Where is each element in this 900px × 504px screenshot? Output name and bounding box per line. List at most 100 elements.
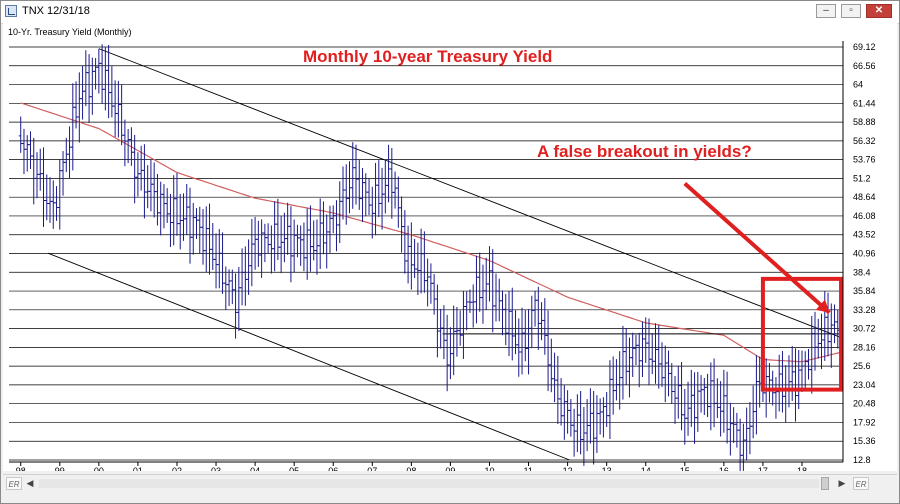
price-bar bbox=[386, 144, 391, 203]
y-tick-label: 61.44 bbox=[853, 98, 876, 108]
price-bar bbox=[324, 214, 329, 269]
annotation-layer bbox=[683, 182, 844, 392]
price-bar bbox=[552, 352, 557, 403]
price-bar bbox=[354, 144, 359, 205]
price-bar bbox=[581, 407, 586, 466]
price-bar bbox=[298, 225, 303, 266]
scroll-er-left[interactable]: ER bbox=[6, 477, 22, 490]
y-tick-label: 51.2 bbox=[853, 173, 871, 183]
price-bar bbox=[611, 356, 616, 415]
scroll-track[interactable] bbox=[39, 479, 819, 488]
price-bar bbox=[813, 311, 818, 371]
price-bar bbox=[389, 148, 394, 219]
price-bar bbox=[90, 57, 95, 115]
price-bar bbox=[178, 194, 183, 250]
price-bar bbox=[184, 184, 189, 235]
chart-app-icon bbox=[5, 5, 17, 17]
price-bar bbox=[715, 378, 720, 419]
price-bar bbox=[243, 246, 248, 306]
price-bar bbox=[546, 310, 551, 392]
price-bar bbox=[601, 397, 606, 438]
y-tick-label: 56.32 bbox=[853, 136, 876, 146]
x-tick-label: 02 bbox=[172, 466, 182, 471]
price-bar bbox=[747, 402, 752, 455]
price-bar bbox=[796, 350, 801, 409]
price-bar bbox=[660, 342, 665, 387]
price-bar bbox=[422, 231, 427, 293]
price-bar bbox=[135, 152, 140, 197]
grid-layer bbox=[9, 46, 843, 461]
price-bar bbox=[458, 310, 463, 346]
price-bar bbox=[357, 159, 362, 210]
scroll-er-right[interactable]: ER bbox=[853, 477, 869, 490]
price-bar bbox=[741, 423, 746, 471]
price-bar bbox=[34, 152, 39, 199]
axis-layer: 69.12 66.56 64 61.44 58.88 56.32 53.76 51.2 48.6… bbox=[9, 41, 876, 471]
y-tick-label: 46.08 bbox=[853, 211, 876, 221]
price-bar bbox=[311, 220, 316, 261]
price-bar bbox=[116, 80, 121, 138]
close-button[interactable]: ✕ bbox=[866, 4, 892, 18]
minimize-button[interactable]: – bbox=[816, 4, 836, 18]
price-bar bbox=[51, 180, 56, 229]
price-bar bbox=[145, 165, 150, 209]
price-bar bbox=[100, 44, 105, 105]
price-bar bbox=[731, 407, 736, 444]
x-tick-label: 12 bbox=[563, 466, 573, 471]
price-bar bbox=[702, 378, 707, 415]
price-bar bbox=[223, 266, 228, 310]
y-tick-label: 15.36 bbox=[853, 436, 876, 446]
price-bar bbox=[275, 198, 280, 261]
price-bar bbox=[80, 66, 85, 120]
price-bar bbox=[640, 321, 645, 377]
price-bar bbox=[542, 298, 547, 355]
price-bar bbox=[96, 48, 101, 94]
price-bar bbox=[87, 54, 92, 124]
price-bar bbox=[461, 290, 466, 359]
price-bar bbox=[464, 291, 469, 331]
annotation-arrowhead bbox=[815, 299, 830, 313]
horizontal-scrollbar[interactable]: ER ◀ ▶ ER bbox=[3, 474, 897, 493]
price-bar bbox=[549, 338, 554, 393]
maximize-button[interactable]: ▫ bbox=[841, 4, 861, 18]
price-bar bbox=[806, 349, 811, 380]
scroll-right-arrow-icon[interactable]: ▶ bbox=[838, 478, 846, 488]
price-bar bbox=[262, 223, 267, 263]
title-bar[interactable]: TNX 12/31/18 – ▫ ✕ bbox=[1, 1, 899, 24]
price-bar bbox=[679, 362, 684, 431]
y-tick-label: 53.76 bbox=[853, 155, 876, 165]
price-bar bbox=[220, 232, 225, 294]
chart-area[interactable]: 69.12 66.56 64 61.44 58.88 56.32 53.76 51.2 48.6… bbox=[3, 23, 897, 471]
price-bar bbox=[572, 408, 577, 457]
y-tick-label: 43.52 bbox=[853, 230, 876, 240]
scroll-thumb[interactable] bbox=[821, 477, 829, 490]
price-bar bbox=[132, 134, 137, 204]
price-bar bbox=[510, 287, 515, 361]
price-bar bbox=[624, 328, 629, 385]
price-bar bbox=[799, 350, 804, 393]
scroll-left-arrow-icon[interactable]: ◀ bbox=[26, 478, 34, 488]
price-bar bbox=[721, 369, 726, 433]
price-bar bbox=[285, 202, 290, 255]
price-bar bbox=[350, 142, 355, 209]
price-bar bbox=[816, 318, 821, 359]
y-tick-label: 48.64 bbox=[853, 192, 876, 202]
price-bar bbox=[568, 398, 573, 437]
price-bar bbox=[832, 304, 837, 344]
price-bar bbox=[533, 290, 538, 327]
price-bar bbox=[604, 392, 609, 427]
x-tick-label: 14 bbox=[641, 466, 651, 471]
price-bar bbox=[158, 181, 163, 236]
price-bar bbox=[445, 314, 450, 392]
price-bar bbox=[376, 160, 381, 218]
price-bar bbox=[617, 351, 622, 410]
trendline-layer bbox=[47, 48, 842, 461]
price-bar bbox=[686, 381, 691, 436]
price-bar bbox=[712, 358, 717, 428]
price-bar bbox=[161, 184, 166, 229]
price-bar bbox=[155, 174, 160, 226]
y-tick-label: 25.6 bbox=[853, 361, 871, 371]
x-tick-label: 11 bbox=[524, 466, 533, 471]
price-bar bbox=[360, 168, 365, 222]
